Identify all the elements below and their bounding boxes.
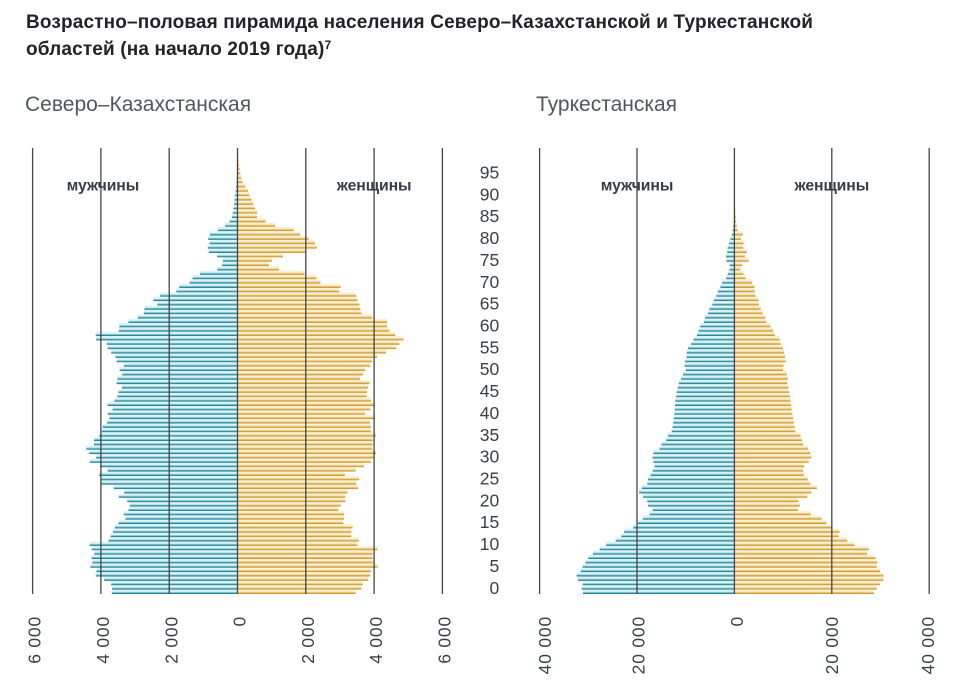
svg-text:25: 25 xyxy=(480,469,499,489)
svg-text:75: 75 xyxy=(480,250,499,270)
svg-text:5: 5 xyxy=(489,556,499,576)
svg-text:70: 70 xyxy=(480,272,500,292)
svg-text:20: 20 xyxy=(480,490,500,510)
svg-text:4 000: 4 000 xyxy=(93,616,113,664)
svg-text:мужчины: мужчины xyxy=(67,178,139,195)
svg-text:15: 15 xyxy=(480,512,499,532)
svg-text:60: 60 xyxy=(480,316,500,336)
svg-text:0: 0 xyxy=(727,616,747,627)
svg-text:55: 55 xyxy=(480,337,499,357)
svg-text:80: 80 xyxy=(480,228,500,248)
svg-text:40: 40 xyxy=(480,403,500,423)
svg-text:мужчины: мужчины xyxy=(601,178,673,195)
svg-text:4 000: 4 000 xyxy=(366,616,386,664)
svg-text:50: 50 xyxy=(480,359,500,379)
svg-text:20 000: 20 000 xyxy=(628,616,648,674)
svg-text:10: 10 xyxy=(480,534,500,554)
svg-text:6 000: 6 000 xyxy=(435,616,455,664)
svg-text:95: 95 xyxy=(480,163,499,183)
svg-text:2 000: 2 000 xyxy=(298,616,318,664)
svg-text:30: 30 xyxy=(480,447,500,467)
svg-text:85: 85 xyxy=(480,206,499,226)
svg-text:женщины: женщины xyxy=(336,178,412,195)
svg-text:0: 0 xyxy=(489,578,499,598)
svg-text:женщины: женщины xyxy=(793,178,869,195)
svg-text:40 000: 40 000 xyxy=(918,616,938,674)
svg-text:35: 35 xyxy=(480,425,499,445)
svg-text:20 000: 20 000 xyxy=(822,616,842,674)
svg-text:6 000: 6 000 xyxy=(25,616,45,664)
svg-text:2 000: 2 000 xyxy=(161,616,181,664)
svg-text:40 000: 40 000 xyxy=(535,616,555,674)
svg-text:90: 90 xyxy=(480,184,500,204)
svg-text:65: 65 xyxy=(480,294,499,314)
svg-text:45: 45 xyxy=(480,381,499,401)
svg-text:0: 0 xyxy=(230,616,250,627)
